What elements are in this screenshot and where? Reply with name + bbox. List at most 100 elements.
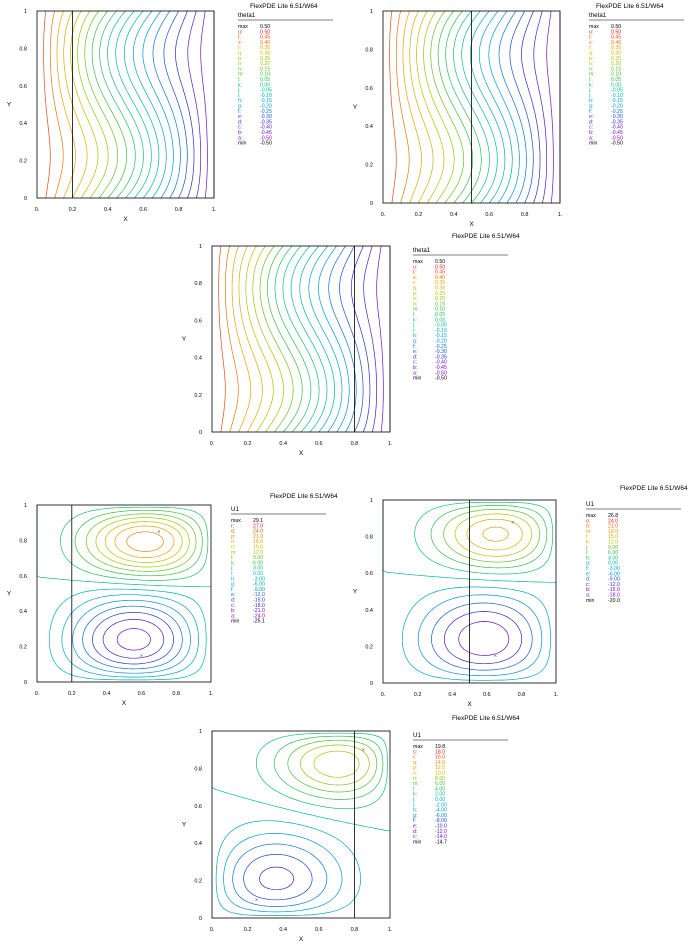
- legend-level: 8.00: [435, 776, 445, 782]
- y-tick-label: 0.6: [19, 84, 27, 90]
- legend-level: 0.20: [260, 61, 270, 67]
- y-axis-label: Y: [7, 591, 12, 598]
- contour-lines: [211, 731, 391, 916]
- y-tick-label: 1: [370, 9, 373, 15]
- contour-level-n: [84, 10, 119, 199]
- y-tick-label: 0.4: [194, 841, 202, 847]
- legend-level: -3.00: [608, 566, 620, 572]
- legend-letter: f:: [586, 566, 589, 572]
- x-tick-label: 0.4: [450, 212, 458, 218]
- contour-level-c: [363, 245, 377, 433]
- legend-level: 0.45: [611, 35, 621, 41]
- x-tick-label: 0.2: [244, 927, 252, 933]
- legend-level: -10.0: [435, 824, 447, 830]
- legend: theta1 max 0.50 u: 0.50 t: 0.45 s: 0.40 r: 0.35 q: 0…: [588, 12, 684, 147]
- legend-level: 0.20: [435, 296, 445, 302]
- x-tick-label: 0.8: [175, 207, 183, 213]
- legend-letter: h:: [231, 576, 235, 582]
- y-tick-label: 0: [24, 196, 27, 202]
- x-tick-label: 0.4: [103, 691, 111, 697]
- legend-level: 0.00: [435, 317, 445, 323]
- legend-level: 0.50: [435, 264, 445, 270]
- legend-level: 0.40: [611, 40, 621, 46]
- contour-level-g: [318, 245, 350, 433]
- legend-letter: s:: [413, 749, 417, 755]
- contour-lines: [43, 10, 215, 199]
- x-tick-label: 0.4: [104, 207, 112, 213]
- legend-letter: g:: [589, 104, 593, 110]
- legend-min-value: -14.7: [435, 839, 447, 845]
- contour-level-e: [417, 594, 543, 677]
- legend-letter: h:: [586, 555, 590, 561]
- legend-max-label: max: [413, 744, 423, 750]
- contour-level-j: [60, 506, 209, 581]
- y-tick-label: 1: [370, 498, 373, 504]
- contour-level-m: [287, 739, 378, 793]
- legend-letter: u:: [238, 29, 242, 35]
- legend-letter: g:: [231, 582, 235, 588]
- contour-lines: [382, 500, 557, 681]
- legend-letter: a:: [589, 135, 593, 141]
- legend-letter: d:: [231, 598, 235, 604]
- legend-letter: m:: [238, 72, 244, 78]
- legend-letter: l:: [238, 77, 241, 83]
- y-tick-label: 0.2: [19, 645, 27, 651]
- legend-letter: e:: [238, 114, 242, 120]
- contour-level-f: [401, 586, 551, 681]
- legend-level: 0.15: [260, 66, 270, 72]
- legend-letter: j:: [585, 545, 589, 551]
- legend-level: -12.0: [253, 592, 265, 598]
- contour-level-e: [82, 605, 183, 670]
- contour-level-i: [469, 10, 506, 204]
- legend-letter: d:: [238, 119, 242, 125]
- legend-level: 0.40: [260, 40, 270, 46]
- legend-level: 3.00: [253, 566, 263, 572]
- legend-letter: c:: [586, 582, 590, 588]
- extremum-marker: ×: [511, 520, 514, 526]
- legend-level: -0.50: [611, 135, 623, 141]
- legend-level: -12.0: [435, 829, 447, 835]
- legend-level: 6.00: [253, 560, 263, 566]
- legend-letter: o:: [413, 771, 417, 777]
- contour-level-h: [223, 832, 343, 913]
- legend-level: 0.05: [260, 77, 270, 83]
- contour-level-b: [458, 621, 510, 656]
- panel-header: FlexPDE Lite 6.51/W64: [452, 233, 520, 240]
- x-tick-label: 0.8: [518, 692, 526, 698]
- legend-letter: m:: [231, 550, 237, 556]
- legend-level: 0.50: [260, 29, 270, 35]
- contour-level-h: [414, 501, 554, 575]
- x-tick-label: 0.: [381, 212, 386, 218]
- legend-level: -15.0: [253, 598, 265, 604]
- legend-max-label: max: [586, 513, 596, 519]
- contour-level-m: [95, 517, 190, 568]
- contour-level-q: [409, 10, 434, 204]
- y-tick-label: 0.4: [194, 356, 202, 362]
- x-tick-label: 0.8: [172, 691, 180, 697]
- panel-U1-x0.8: FlexPDE Lite 6.51/W64 × × 0. 0.2 0.4 0.6 0.8 1. 0…: [182, 715, 520, 943]
- legend-letter: f:: [589, 109, 592, 115]
- legend-letter: d:: [589, 119, 593, 125]
- legend-title: U1: [413, 732, 421, 739]
- legend-letter: g:: [586, 561, 590, 567]
- y-tick-label: 0.4: [19, 121, 27, 127]
- legend-level: 15.0: [608, 534, 618, 540]
- legend-title: theta1: [238, 12, 256, 19]
- legend-letter: h:: [238, 98, 242, 104]
- legend-letter: e:: [589, 114, 593, 120]
- legend-level: 18.0: [253, 539, 263, 545]
- extremum-marker: ×: [494, 654, 497, 660]
- x-tick-label: 1.: [388, 927, 393, 933]
- legend-letter: n:: [589, 66, 593, 72]
- legend-letter: l:: [413, 786, 416, 792]
- legend-letter: g:: [238, 104, 242, 110]
- contour-level-s: [49, 10, 64, 199]
- contour-level-t: [389, 10, 397, 204]
- x-tick-label: 1.: [558, 212, 563, 218]
- legend-letter: o:: [238, 61, 242, 67]
- legend-letter: r:: [231, 523, 234, 529]
- x-tick-label: 0.2: [69, 207, 77, 213]
- contour-level-t: [43, 10, 51, 199]
- legend-letter: l:: [413, 312, 416, 318]
- legend-letter: s:: [413, 275, 417, 281]
